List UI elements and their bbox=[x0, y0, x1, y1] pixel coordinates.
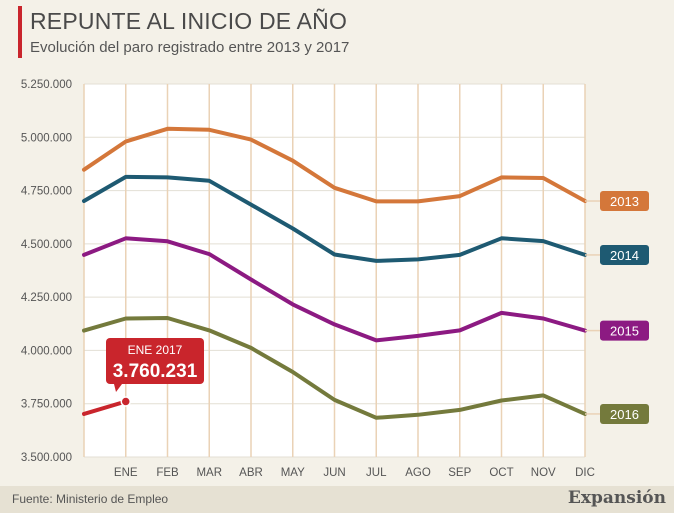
x-tick-label: NOV bbox=[531, 467, 556, 479]
y-tick-label: 3.750.000 bbox=[21, 399, 72, 411]
series-line-2017 bbox=[82, 399, 128, 416]
footer: Fuente: Ministerio de Empleo Expansión bbox=[0, 486, 674, 513]
annotation-label: ENE 2017 bbox=[128, 343, 183, 357]
line-chart: 3.500.000 3.750.000 4.000.000 4.250.000 4.50… bbox=[21, 79, 649, 479]
series-line-2016 bbox=[82, 316, 587, 420]
chart-title: REPUNTE AL INICIO DE AÑO bbox=[30, 8, 348, 34]
x-tick-label: ABR bbox=[239, 467, 263, 479]
x-tick-label: MAR bbox=[196, 467, 222, 479]
legend-tag-2015: 2015 bbox=[585, 320, 649, 341]
y-tick-label: 3.500.000 bbox=[21, 452, 72, 464]
series-line-2014 bbox=[82, 174, 587, 263]
legend-tag-label: 2016 bbox=[610, 407, 639, 422]
chart-subtitle: Evolución del paro registrado entre 2013… bbox=[30, 39, 350, 56]
legend-tag-label: 2013 bbox=[610, 194, 639, 209]
x-tick-label: FEB bbox=[156, 467, 179, 479]
legend-tag-label: 2015 bbox=[610, 324, 639, 339]
legend-tag-box bbox=[600, 320, 649, 341]
title-accent-bar bbox=[18, 6, 22, 58]
legend-tag-box bbox=[600, 191, 649, 212]
annotation-callout: ENE 2017 3.760.231 bbox=[106, 338, 204, 392]
y-tick-label: 4.250.000 bbox=[21, 292, 72, 304]
y-tick-label: 4.500.000 bbox=[21, 239, 72, 251]
legend-tag-2014: 2014 bbox=[585, 244, 649, 265]
legend-tag-box bbox=[600, 403, 649, 424]
legend-tag-2016: 2016 bbox=[585, 403, 649, 424]
data-point-ene-2017 bbox=[120, 396, 131, 407]
y-tick-label: 5.250.000 bbox=[21, 79, 72, 91]
x-tick-label: SEP bbox=[448, 467, 471, 479]
x-tick-label: JUL bbox=[366, 467, 387, 479]
y-tick-label: 4.000.000 bbox=[21, 345, 72, 357]
source-text: Fuente: Ministerio de Empleo bbox=[12, 492, 169, 506]
annotation-pointer bbox=[114, 384, 122, 392]
x-tick-label: MAY bbox=[281, 467, 305, 479]
x-tick-label: AGO bbox=[405, 467, 431, 479]
legend-tag-label: 2014 bbox=[610, 248, 639, 263]
legend-tag-2013: 2013 bbox=[585, 191, 649, 212]
series-line-2015 bbox=[82, 236, 587, 343]
brand-logo: Expansión bbox=[567, 488, 666, 508]
x-tick-label: JUN bbox=[323, 467, 345, 479]
x-tick-label: OCT bbox=[489, 467, 513, 479]
annotation-value: 3.760.231 bbox=[113, 361, 198, 382]
x-tick-label: DIC bbox=[575, 467, 595, 479]
y-tick-label: 5.000.000 bbox=[21, 132, 72, 144]
annotation-box bbox=[106, 338, 204, 384]
y-tick-label: 4.750.000 bbox=[21, 186, 72, 198]
x-tick-label: ENE bbox=[114, 467, 138, 479]
legend-tag-box bbox=[600, 244, 649, 265]
series-line-2013 bbox=[82, 126, 587, 204]
